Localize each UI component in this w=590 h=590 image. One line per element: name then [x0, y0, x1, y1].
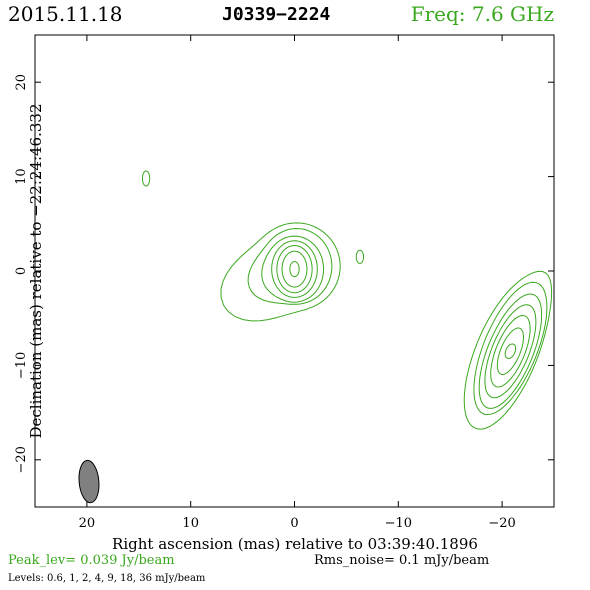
y-tick-label: 10	[14, 168, 29, 185]
contour-secondary	[463, 270, 553, 430]
x-tick-label: −20	[488, 516, 515, 531]
x-tick-label: −10	[385, 516, 412, 531]
y-tick-label: 20	[14, 74, 29, 91]
contour-secondary	[496, 327, 525, 375]
rms-noise: Rms_noise= 0.1 mJy/beam	[314, 553, 490, 568]
contour-core	[281, 250, 308, 288]
contour-spot	[141, 170, 151, 187]
source-name: J0339−2224	[222, 4, 331, 25]
axis-ticks	[35, 35, 554, 507]
x-axis-label: Right ascension (mas) relative to 03:39:…	[112, 535, 478, 553]
contour-secondary	[490, 314, 531, 388]
contour-core	[289, 261, 300, 278]
x-tick-label: 0	[290, 516, 298, 531]
contour-secondary	[504, 343, 517, 359]
y-tick-label: −20	[14, 446, 29, 473]
contour-knob	[355, 249, 364, 264]
contour-core	[271, 240, 318, 298]
contour-secondary	[478, 293, 543, 409]
frequency-label: Freq: 7.6 GHz	[410, 2, 554, 26]
x-tick-label: 10	[182, 516, 199, 531]
tick-labels: 20 10 0 −10 −20 20 10 0 −10 −20	[14, 74, 516, 531]
contour-core	[276, 244, 313, 294]
x-tick-label: 20	[79, 516, 96, 531]
plot-frame	[34, 34, 555, 508]
contour-core	[261, 235, 325, 303]
contour-core	[220, 222, 341, 322]
contour-core	[247, 227, 333, 305]
y-tick-label: −10	[14, 352, 29, 379]
peak-level: Peak_lev= 0.039 Jy/beam	[8, 553, 175, 568]
epoch-date: 2015.11.18	[8, 2, 123, 26]
y-tick-label: 0	[14, 267, 29, 275]
contour-levels: Levels: 0.6, 1, 2, 4, 9, 18, 36 mJy/beam	[8, 573, 206, 584]
beam-shape	[78, 459, 100, 504]
contour-lines	[141, 170, 553, 430]
y-axis-label: Declination (mas) relative to −22:24:46.…	[27, 103, 45, 438]
beam-ellipse	[78, 459, 100, 504]
contour-secondary	[473, 281, 548, 416]
contour-secondary	[484, 304, 537, 399]
